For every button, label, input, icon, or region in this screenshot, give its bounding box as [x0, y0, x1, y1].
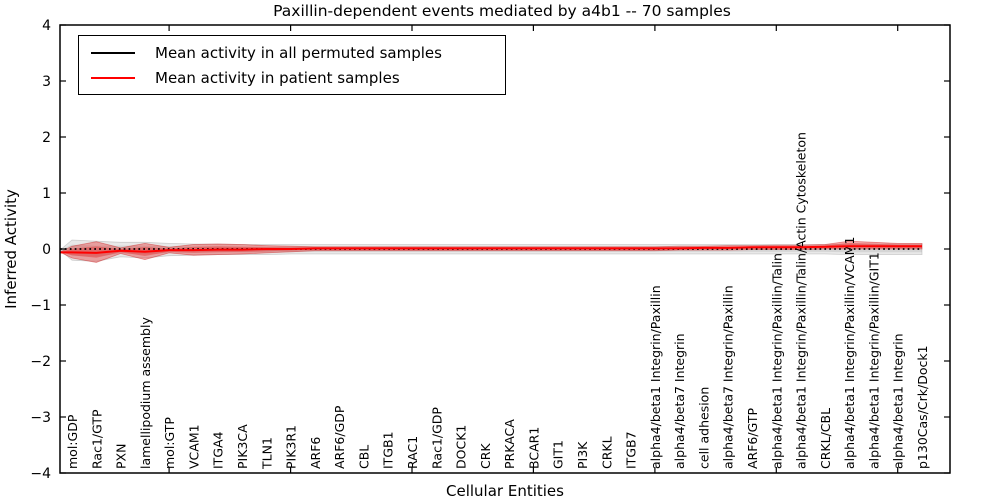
x-tick-label: alpha4/beta1 Integrin/Paxillin/VCAM1	[842, 237, 857, 469]
x-tick-label: CRKL	[599, 436, 614, 469]
x-axis-label: Cellular Entities	[446, 482, 564, 500]
x-tick-label: GIT1	[551, 440, 566, 469]
x-tick-label: PXN	[114, 444, 129, 469]
x-tick-label: Rac1/GTP	[89, 409, 104, 469]
x-tick-label: PIK3R1	[284, 425, 299, 469]
x-tick-label: ARF6/GTP	[745, 408, 760, 469]
x-tick-label: mol:GTP	[162, 417, 177, 469]
y-tick-label: −4	[30, 466, 51, 482]
x-tick-label: ARF6	[308, 437, 323, 469]
x-tick-label: Rac1/GDP	[429, 407, 444, 469]
legend-line-sample-red	[91, 76, 135, 79]
legend-item-patient: Mean activity in patient samples	[91, 69, 505, 87]
y-tick-label: −3	[30, 410, 51, 426]
x-tick-label: CRKL/CBL	[818, 408, 833, 469]
mean-patient-line	[60, 245, 922, 254]
plot-area: mol:GDP Rac1/GTP PXN lamellipodium assembly…	[30, 18, 951, 482]
x-tick-label: PIK3CA	[235, 424, 250, 469]
x-tick-label: VCAM1	[186, 424, 201, 469]
x-tick-label: alpha4/beta1 Integrin/Paxillin	[648, 285, 663, 469]
x-tick-label: alpha4/beta1 Integrin/Paxillin/GIT1	[866, 252, 881, 469]
y-tick-label: 1	[42, 186, 51, 202]
legend-label-patient: Mean activity in patient samples	[155, 68, 400, 87]
x-tick-label: mol:GDP	[65, 414, 80, 469]
x-tick-label: cell adhesion	[696, 387, 711, 469]
x-tick-label: CBL	[356, 445, 371, 469]
x-tick-label: DOCK1	[454, 425, 469, 469]
legend-label-permuted: Mean activity in all permuted samples	[155, 43, 442, 62]
legend: Mean activity in all permuted samples Me…	[78, 35, 506, 95]
x-tick-label: ITGB1	[381, 431, 396, 469]
x-tick-label: PI3K	[575, 441, 590, 469]
plot-title: Paxillin-dependent events mediated by a4…	[273, 2, 731, 20]
x-tick-label: alpha4/beta1 Integrin	[891, 333, 906, 469]
legend-line-sample-black	[91, 51, 135, 54]
y-tick-label: 2	[42, 130, 51, 146]
y-axis-label: Inferred Activity	[2, 189, 20, 309]
x-tick-label: alpha4/beta7 Integrin/Paxillin	[721, 285, 736, 469]
y-tick-label: −1	[30, 298, 51, 314]
legend-item-permuted: Mean activity in all permuted samples	[91, 44, 505, 62]
y-tick-label: 3	[42, 74, 51, 90]
x-tick-label: ITGA4	[211, 431, 226, 469]
y-tick-label: 0	[42, 242, 51, 258]
x-tick-label: ITGB7	[624, 431, 639, 469]
x-tick-label: TLN1	[259, 437, 274, 470]
x-tick-label: lamellipodium assembly	[138, 317, 153, 469]
x-tick-label: BCAR1	[526, 427, 541, 469]
x-tick-label: PRKACA	[502, 419, 517, 469]
x-tick-label: alpha4/beta1 Integrin/Paxillin/Talin/Act…	[794, 132, 809, 469]
x-tick-label: ARF6/GDP	[332, 405, 347, 469]
x-tick-label: alpha4/beta1 Integrin/Paxillin/Talin	[769, 253, 784, 469]
y-tick-label: −2	[30, 354, 51, 370]
x-tick-label: p130Cas/Crk/Dock1	[915, 345, 930, 469]
x-tick-label: alpha4/beta7 Integrin	[672, 333, 687, 469]
x-tick-label: CRK	[478, 443, 493, 469]
y-tick-label: 4	[42, 18, 51, 34]
x-tick-label: RAC1	[405, 436, 420, 469]
permuted-spread-band	[59, 239, 923, 262]
